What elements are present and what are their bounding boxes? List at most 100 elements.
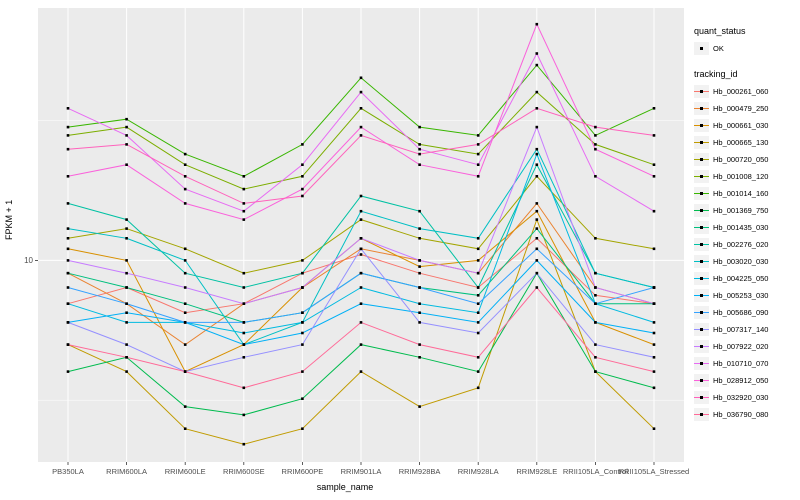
data-point (535, 63, 539, 67)
data-point (476, 386, 480, 390)
data-point (418, 237, 421, 240)
data-point (535, 90, 539, 94)
data-point (125, 125, 128, 129)
data-point (359, 370, 363, 373)
data-point (66, 134, 70, 137)
data-point (476, 311, 480, 314)
legend-item-Hb_001008_120: Hb_001008_120 (694, 168, 800, 185)
data-point (652, 386, 656, 390)
data-point (301, 143, 304, 146)
series-key-icon (694, 340, 709, 353)
data-point (418, 265, 421, 268)
data-point (418, 209, 421, 213)
data-point (183, 370, 187, 373)
x-tick-label: RRIM600LE (165, 467, 206, 476)
series-key-icon (694, 204, 709, 217)
data-point (242, 202, 246, 205)
data-point (476, 163, 480, 166)
data-point (476, 321, 480, 324)
legend-item-label: Hb_001435_030 (713, 223, 769, 232)
data-point (125, 343, 128, 346)
data-point (183, 311, 187, 314)
data-point (125, 356, 128, 359)
data-point (359, 107, 363, 110)
x-tick-label: PB350LA (52, 467, 84, 476)
x-tick-label: RRII105LA_Control (563, 467, 628, 476)
legend-item-Hb_010710_070: Hb_010710_070 (694, 355, 800, 372)
data-point (359, 302, 363, 305)
data-point (476, 134, 480, 137)
data-point (594, 321, 597, 324)
data-point (535, 52, 539, 55)
data-point (418, 302, 421, 305)
data-point (301, 259, 304, 262)
legend-item-label: Hb_028912_050 (713, 376, 769, 385)
data-point (66, 247, 70, 251)
data-point (125, 227, 128, 230)
ok-point-icon (694, 42, 709, 55)
series-key-icon (694, 187, 709, 200)
data-point (125, 370, 128, 373)
data-point (66, 227, 70, 230)
data-point (476, 247, 480, 251)
legend-item-label: Hb_004225_050 (713, 274, 769, 283)
data-point (652, 370, 656, 373)
data-point (476, 302, 480, 305)
series-key-icon (694, 221, 709, 234)
data-point (183, 163, 187, 166)
data-point (418, 405, 421, 408)
data-point (594, 286, 597, 289)
data-point (359, 90, 363, 94)
legend-item-label: Hb_001369_750 (713, 206, 769, 215)
legend-item-Hb_001369_750: Hb_001369_750 (694, 202, 800, 219)
data-point (418, 152, 421, 156)
data-point (66, 286, 70, 289)
data-point (418, 227, 421, 230)
data-point (594, 143, 597, 146)
legend-item-label: Hb_000661_030 (713, 121, 769, 130)
data-point (183, 175, 187, 178)
legend-item-label: Hb_000479_250 (713, 104, 769, 113)
data-point (594, 302, 597, 305)
data-point (418, 311, 421, 314)
data-point (242, 413, 246, 417)
data-point (594, 175, 597, 178)
data-point (535, 22, 539, 26)
data-point (418, 163, 421, 166)
data-point (418, 259, 421, 262)
data-point (242, 286, 246, 289)
data-point (535, 218, 539, 221)
data-point (183, 259, 187, 262)
x-tick-label: RRII105LA_Stressed (619, 467, 689, 476)
y-tick-label: 10 (24, 256, 33, 265)
data-point (652, 107, 656, 110)
legend-item-label: Hb_005253_030 (713, 291, 769, 300)
x-tick-label: RRIM600SE (223, 467, 265, 476)
x-tick-label: RRIM928LE (516, 467, 557, 476)
data-point (652, 343, 656, 346)
series-key-icon (694, 102, 709, 115)
data-point (301, 331, 304, 335)
legend-item-label: Hb_010710_070 (713, 359, 769, 368)
data-point (476, 294, 480, 297)
x-tick-label: RRIM600LA (106, 467, 147, 476)
legend-item-Hb_005253_030: Hb_005253_030 (694, 287, 800, 304)
legend-item-Hb_007922_020: Hb_007922_020 (694, 338, 800, 355)
legend-item-Hb_002276_020: Hb_002276_020 (694, 236, 800, 253)
series-key-icon (694, 391, 709, 404)
series-key-icon (694, 119, 709, 132)
series-key-icon (694, 153, 709, 166)
series-key-icon (694, 255, 709, 268)
series-key-icon (694, 357, 709, 370)
data-point (535, 175, 539, 178)
data-point (535, 247, 539, 251)
data-point (535, 209, 539, 213)
data-point (594, 370, 597, 373)
data-point (594, 294, 597, 297)
data-point (183, 152, 187, 156)
data-point (535, 237, 539, 240)
tracking-id-legend-items: Hb_000261_060 Hb_000479_250 Hb_000661_030 H… (694, 83, 800, 423)
series-key-icon (694, 272, 709, 285)
data-point (359, 237, 363, 240)
